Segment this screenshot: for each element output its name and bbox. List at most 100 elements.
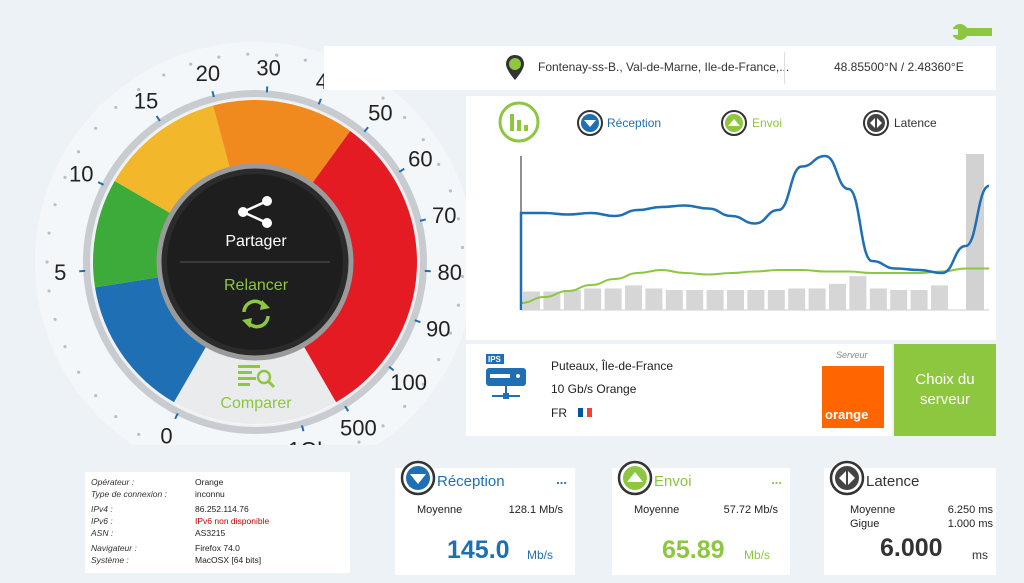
gauge-scale-label: 50 [368,101,392,126]
latency-bar [625,285,642,310]
gauge-tick [414,319,421,324]
info-row-ipv6: IPv6 : IPv6 non disponible [91,516,346,528]
gauge-dot [63,345,67,349]
gauge-dot [162,73,166,77]
envoi-more-button[interactable]: ... [771,472,782,487]
choose-server-label-2: serveur [919,391,970,408]
graph-panel: Réception Envoi Latence [466,96,996,340]
info-row-system: Système : MacOSX [64 bits] [91,555,346,567]
gauge-dot [77,150,81,154]
info-label: IPv6 : [91,516,113,526]
gauge-scale-label: 500 [340,415,377,440]
server-panel: IPS Puteaux, Île-de-France 10 Gb/s Orang… [466,344,892,436]
gauge-dot [460,274,465,279]
gauge-scale-label: 60 [408,147,432,172]
wrench-icon[interactable] [950,22,992,42]
bar-chart-icon[interactable] [498,101,540,143]
gauge-dot [63,175,67,179]
gauge-dot [53,317,57,321]
gauge-scale-label: 15 [134,88,158,113]
divider [784,52,785,84]
latency-bar [890,289,908,310]
info-label: ASN : [91,528,114,538]
gauge-dot [275,53,279,57]
legend-envoi[interactable]: Envoi [752,116,783,130]
speed-chart [498,101,990,311]
latency-bar [931,285,948,310]
latency-bar [584,288,602,310]
reception-legend-icon[interactable] [577,110,603,136]
gauge-scale-label: 90 [426,317,450,342]
latency-bar [543,291,561,310]
server-isp: 10 Gb/s Orange [551,382,637,396]
gauge-tick [398,167,405,173]
gauge-scale-label: 70 [432,203,456,228]
compare-icon[interactable] [238,365,276,389]
info-value: 86.252.114.76 [195,504,249,514]
reception-line [519,154,990,310]
legend-latence[interactable]: Latence [894,116,937,130]
share-button[interactable]: Partager [225,233,287,250]
gauge-dot [53,203,57,207]
latence-unit: ms [972,548,988,562]
latency-legend-icon[interactable] [863,110,889,136]
envoi-line [520,267,989,304]
gauge-dot [137,87,141,92]
info-label: Système : [91,555,129,565]
envoi-value: 65.89 [662,536,725,564]
info-row-connection-type: Type de connexion : inconnu [91,489,346,501]
reception-value: 145.0 [447,536,510,564]
choose-server-button[interactable]: Choix du serveur [894,344,996,436]
gauge-dot [421,138,425,142]
latency-bar [686,289,704,310]
server-city: Puteaux, Île-de-France [551,359,674,373]
gauge-tick [97,181,104,186]
gauge-scale-label: 30 [256,55,280,80]
latency-bar [788,288,806,310]
gauge-scale-label: 80 [437,260,461,285]
gauge-tick [174,413,179,420]
envoi-legend-icon[interactable] [721,110,747,136]
server-label: Serveur [836,350,868,360]
legend-reception[interactable]: Réception [607,116,662,130]
info-value: Orange [195,477,224,487]
latence-avg-label: Moyenne [850,504,896,516]
latency-bar [808,288,826,310]
info-value: inconnu [195,489,225,499]
reception-card: Réception ... Moyenne 128.1 Mb/s 145.0 M… [395,460,575,575]
info-value: MacOSX [64 bits] [195,555,262,565]
gauge-scale-label: 10 [69,161,93,186]
restart-button[interactable]: Relancer [224,277,289,294]
latency-bar [665,289,683,310]
gauge-tick [211,90,215,98]
gauge-dot [448,189,453,193]
latency-bar [604,288,622,310]
gauge-dot [94,126,98,130]
refresh-icon[interactable] [242,299,270,329]
gauge-dot [456,217,461,221]
gauge-scale-label: 100 [390,370,427,395]
gauge-dot [403,115,407,120]
gauge-scale-label: 1Gb [288,437,330,445]
info-value-warning: IPv6 non disponible [195,516,270,526]
compare-button[interactable]: Comparer [220,395,292,412]
reception-avg-value: 128.1 Mb/s [508,504,563,516]
gauge-dot [303,58,307,62]
gauge-scale-label: 0 [160,424,172,445]
reception-more-button[interactable]: ... [556,472,567,487]
gauge-dot [114,414,118,419]
orange-logo-text: orange [825,407,869,422]
gauge-dot [77,370,81,374]
connection-info: Opérateur : Orange Type de connexion : i… [85,472,350,573]
gauge-dot [114,105,118,110]
gauge-scale-label: 5 [54,260,66,285]
latency-bar [829,283,846,310]
latence-value: 6.000 [880,534,943,562]
envoi-card: Envoi ... Moyenne 57.72 Mb/s 65.89 Mb/s [612,460,790,575]
info-label: Type de connexion : [91,489,167,499]
upload-icon [617,460,653,496]
info-value: AS3215 [195,528,226,538]
latency-bar [706,289,724,310]
share-icon[interactable] [238,196,272,228]
gauge-dot [189,62,193,66]
